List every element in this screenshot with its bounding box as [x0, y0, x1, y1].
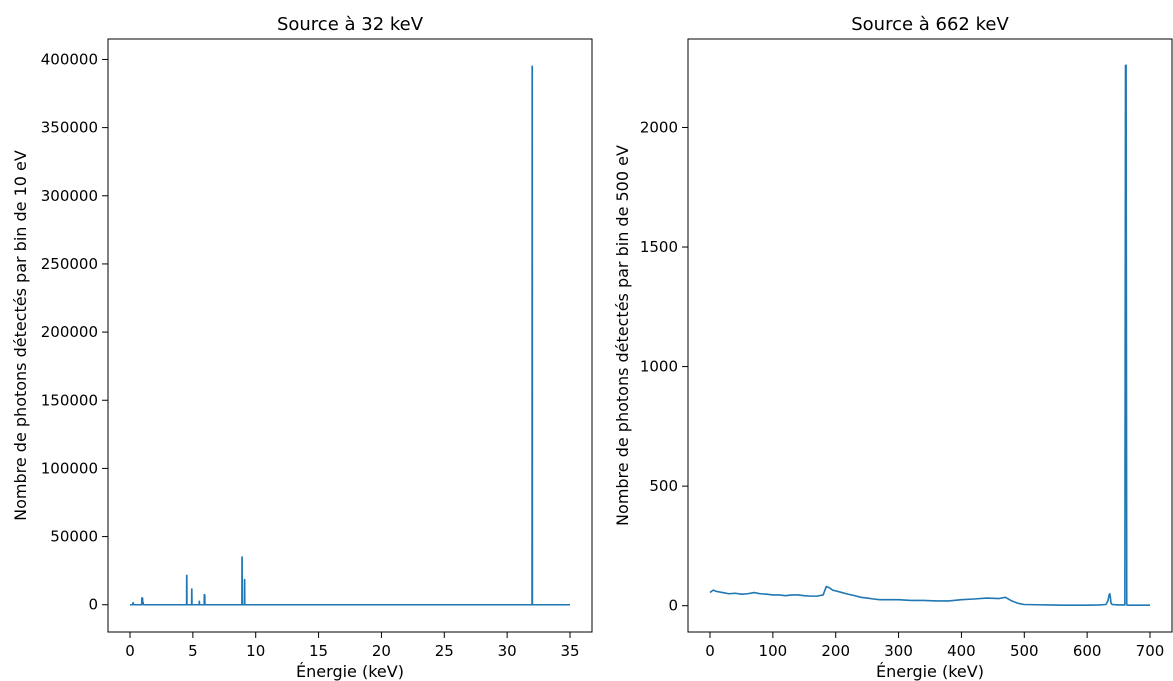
x-tick-label: 0	[705, 642, 715, 660]
y-tick-label: 500	[649, 477, 678, 495]
y-axis-label: Nombre de photons détectés par bin de 50…	[613, 145, 632, 526]
y-tick-label: 150000	[41, 391, 98, 409]
chart-panel-source-32kev: 0 5 10 15 20 25 30 35 0 50000 100000 150000 200000 2…	[11, 14, 593, 681]
y-axis-label: Nombre de photons détectés par bin de 10…	[11, 150, 30, 521]
x-tick-label: 15	[309, 642, 328, 660]
y-tick-label: 350000	[41, 119, 98, 137]
x-axis-label: Énergie (keV)	[876, 662, 984, 681]
series-group	[709, 64, 1150, 607]
x-axis-label: Énergie (keV)	[296, 662, 404, 681]
series-group	[130, 65, 570, 606]
x-tick-label: 500	[1010, 642, 1039, 660]
y-tick-label: 100000	[41, 459, 98, 477]
x-tick-label: 5	[188, 642, 198, 660]
y-tick-label: 1000	[640, 358, 678, 376]
x-tick-label: 0	[125, 642, 135, 660]
y-tick-label: 1500	[640, 238, 678, 256]
x-tick-label: 100	[759, 642, 788, 660]
y-tick-label: 250000	[41, 255, 98, 273]
x-tick-label: 200	[821, 642, 850, 660]
chart-title: Source à 32 keV	[277, 14, 424, 35]
x-tick-label: 10	[246, 642, 265, 660]
series-line	[709, 64, 1150, 607]
x-tick-label: 25	[435, 642, 454, 660]
y-tick-label: 400000	[41, 50, 98, 68]
chart-title: Source à 662 keV	[851, 14, 1009, 35]
y-tick-label: 0	[88, 596, 98, 614]
x-tick-label: 700	[1136, 642, 1165, 660]
y-tick-label: 2000	[640, 118, 678, 136]
y-tick-label: 300000	[41, 187, 98, 205]
x-tick-label: 400	[947, 642, 976, 660]
y-ticks: 0 500 1000 1500 2000	[640, 118, 688, 615]
plot-frame	[687, 38, 1173, 633]
y-ticks: 0 50000 100000 150000 200000 250000 300000 3500…	[41, 50, 108, 614]
y-tick-label: 200000	[41, 323, 98, 341]
x-tick-label: 300	[884, 642, 913, 660]
plot-frame	[107, 38, 593, 633]
series-line	[130, 65, 570, 606]
x-ticks: 0 100 200 300 400 500 600 700	[705, 632, 1164, 660]
x-tick-label: 35	[560, 642, 579, 660]
x-ticks: 0 5 10 15 20 25 30 35	[125, 632, 580, 660]
x-tick-label: 20	[372, 642, 391, 660]
chart-panel-source-662kev: 0 100 200 300 400 500 600 700 0500100015002000 …	[613, 14, 1173, 681]
x-tick-label: 600	[1073, 642, 1102, 660]
y-tick-label: 50000	[50, 528, 98, 546]
y-tick-label: 0	[668, 597, 678, 615]
x-tick-label: 30	[498, 642, 517, 660]
